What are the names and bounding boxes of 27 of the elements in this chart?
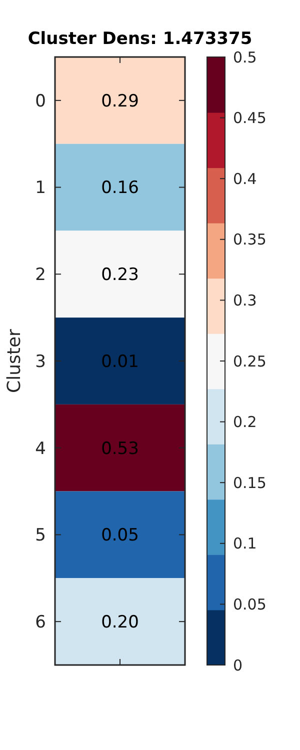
y-tick-label: 0 [35,91,46,112]
color-bar-label: 0 [233,656,243,674]
data-label: 0.16 [101,178,139,198]
data-label: 0.53 [101,438,139,459]
data-label: 0.20 [101,612,139,633]
y-tick-label: 1 [35,178,46,198]
color-bar-label: 0.2 [233,413,257,432]
color-bar-label: 0.35 [233,230,266,249]
data-label: 0.23 [101,265,139,286]
data-label: 0.05 [101,526,139,546]
data-label: 0.01 [101,352,139,372]
color-bar-label: 0.5 [233,48,257,66]
y-tick-label: 5 [35,526,46,546]
y-axis-title: Cluster [4,328,25,393]
chart-title: Cluster Dens: 1.473375 [28,29,252,49]
color-bar-label: 0.4 [233,170,257,188]
color-bar-label: 0.1 [233,534,257,553]
color-bar-label: 0.25 [233,352,266,370]
y-tick-label: 6 [35,612,46,633]
color-bar-label: 0.05 [233,595,266,614]
y-tick-label: 3 [35,352,46,372]
y-tick-label: 2 [35,265,46,286]
color-bar-label: 0.3 [233,291,257,310]
color-bar-label: 0.45 [233,109,266,128]
y-tick-label: 4 [35,438,46,459]
data-label: 0.29 [101,91,139,112]
color-bar-label: 0.15 [233,474,266,492]
